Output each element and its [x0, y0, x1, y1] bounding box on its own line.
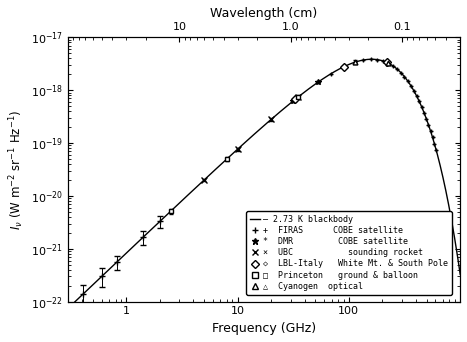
Y-axis label: $I_\nu$ (W m$^{-2}$ sr$^{-1}$ Hz$^{-1}$): $I_\nu$ (W m$^{-2}$ sr$^{-1}$ Hz$^{-1}$): [7, 109, 26, 230]
X-axis label: Wavelength (cm): Wavelength (cm): [211, 7, 318, 20]
X-axis label: Frequency (GHz): Frequency (GHz): [212, 322, 316, 335]
Legend: — 2.73 K blackbody, +  FIRAS      COBE satellite, *  DMR         COBE satellite,: — 2.73 K blackbody, + FIRAS COBE satelli…: [246, 211, 452, 295]
